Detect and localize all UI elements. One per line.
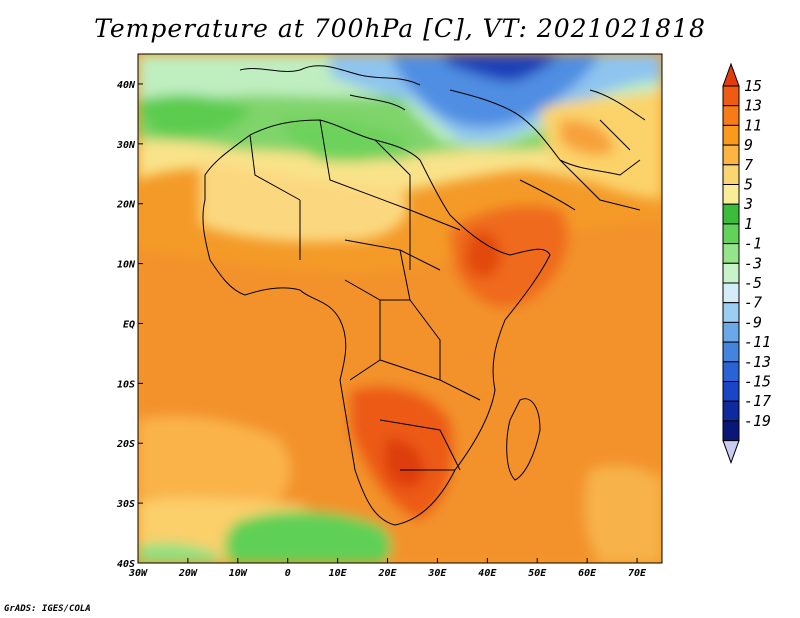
- colorbar-label: 9: [744, 136, 753, 154]
- lon-tick-label: 0: [285, 568, 291, 579]
- lat-tick-label: EQ: [123, 319, 135, 330]
- colorbar-label: -7: [744, 294, 762, 312]
- colorbar-label: 13: [744, 97, 762, 115]
- lon-tick-label: 40E: [478, 568, 497, 579]
- colorbar-label: -13: [744, 353, 771, 371]
- colorbar-label: 7: [744, 156, 753, 174]
- map-frame: [137, 53, 663, 564]
- lat-tick-label: 30S: [116, 499, 135, 510]
- colorbar-label: -19: [744, 412, 771, 430]
- colorbar-box: [722, 243, 740, 264]
- colorbar-box: [722, 144, 740, 166]
- temperature-field: [138, 54, 662, 563]
- colorbar-box: [722, 85, 740, 107]
- colorbar-box: [722, 124, 740, 146]
- longitude-axis: 30W 20W 10W 0 10E 20E 30E 40E 50E 60E 70E: [128, 558, 647, 579]
- colorbar-box: [722, 164, 740, 186]
- colorbar-max-arrow: [722, 62, 740, 87]
- lat-tick-label: 10S: [117, 379, 135, 390]
- colorbar-label: 15: [744, 77, 762, 95]
- colorbar-box: [722, 282, 740, 304]
- lat-tick-label: 40N: [117, 80, 136, 91]
- lon-tick-label: 10E: [329, 568, 348, 579]
- colorbar-label: 1: [744, 215, 753, 233]
- colorbar-label: -15: [744, 373, 771, 391]
- colorbar-box: [722, 400, 740, 422]
- lon-tick-label: 20E: [377, 568, 397, 579]
- lon-tick-label: 20W: [178, 568, 198, 579]
- lon-tick-label: 30E: [427, 568, 447, 579]
- lon-tick-label: 70E: [628, 568, 647, 579]
- lat-tick-label: 40S: [117, 559, 135, 570]
- lat-tick-label: 20N: [116, 200, 136, 211]
- colorbar-label: -9: [744, 313, 762, 331]
- latitude-axis: 40N 30N 20N 10N EQ 10S 20S 30S 40S: [116, 80, 143, 570]
- colorbar-box: [722, 341, 740, 363]
- colorbar-box: [722, 262, 740, 284]
- colorbar-label: -3: [744, 254, 762, 272]
- colorbar-label: -1: [744, 235, 762, 253]
- lon-tick-label: 10W: [229, 568, 248, 579]
- colorbar-box: [722, 381, 740, 402]
- colorbar-box: [722, 184, 740, 205]
- lat-tick-label: 10N: [117, 260, 136, 271]
- colorbar-label: 11: [744, 116, 762, 134]
- colorbar-label: 3: [743, 195, 753, 213]
- colorbar-box: [722, 105, 740, 126]
- lat-tick-label: 30N: [116, 140, 136, 151]
- colorbar-box: [722, 203, 740, 225]
- colorbar-label: 5: [744, 176, 753, 194]
- colorbar-min-arrow: [722, 440, 740, 465]
- colorbar-box: [722, 361, 740, 382]
- colorbar-label: -5: [744, 274, 762, 292]
- lon-tick-label: 60E: [578, 568, 597, 579]
- colorbar-label: -17: [744, 392, 771, 410]
- colorbar-box: [722, 302, 740, 323]
- lat-tick-label: 20S: [116, 439, 135, 450]
- colorbar-label: -11: [744, 333, 771, 351]
- colorbar-box: [722, 223, 740, 245]
- colorbar-box: [722, 321, 740, 343]
- credit-text: GrADS: IGES/COLA: [4, 604, 91, 614]
- colorbar-box: [722, 420, 740, 442]
- lon-tick-label: 30W: [128, 568, 148, 579]
- chart-title: Temperature at 700hPa [C], VT: 202102181…: [94, 14, 706, 43]
- lon-tick-label: 50E: [528, 568, 547, 579]
